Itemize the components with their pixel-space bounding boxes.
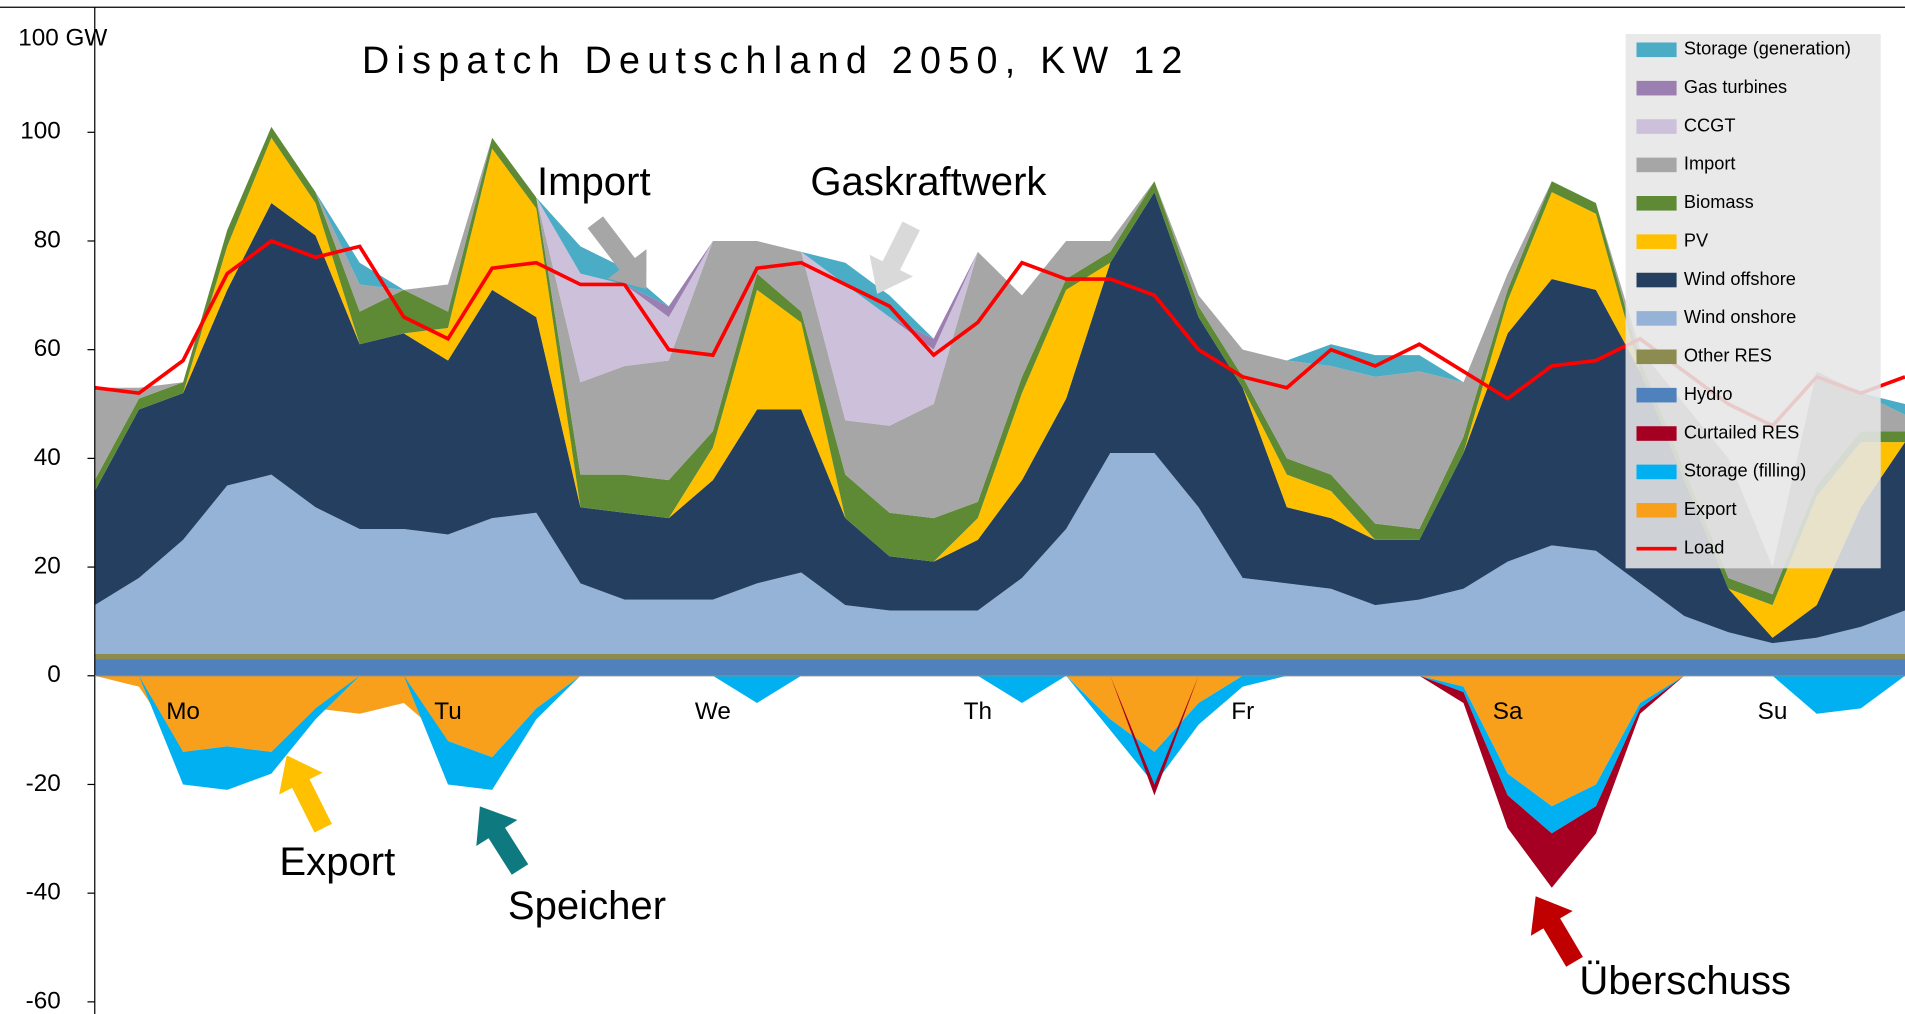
y-tick-label: 0 bbox=[47, 661, 61, 688]
annotation: Export bbox=[279, 840, 395, 884]
area bbox=[94, 675, 1905, 834]
x-tick-label: Mo bbox=[166, 698, 200, 725]
area bbox=[94, 654, 1905, 660]
y-tick-label: -60 bbox=[26, 987, 61, 1014]
x-tick-label: Sa bbox=[1493, 698, 1523, 725]
chart-title: Dispatch Deutschland 2050, KW 12 bbox=[362, 39, 1190, 81]
arrow bbox=[279, 755, 332, 833]
legend-label: Load bbox=[1684, 537, 1725, 557]
area bbox=[94, 192, 1905, 644]
legend-label: Curtailed RES bbox=[1684, 422, 1799, 442]
legend-swatch bbox=[1636, 272, 1677, 288]
line bbox=[94, 238, 1905, 429]
x-tick-label: Tu bbox=[434, 698, 461, 725]
annotation: Import bbox=[537, 160, 651, 204]
y-tick-label: 20 bbox=[34, 552, 61, 579]
y-axis-label: 100 GW bbox=[18, 24, 107, 51]
legend-swatch bbox=[1636, 157, 1677, 173]
legend-box bbox=[1625, 34, 1881, 569]
y-tick-label: 80 bbox=[34, 226, 61, 253]
legend-label: Import bbox=[1684, 154, 1736, 174]
annotation: Speicher bbox=[508, 884, 666, 928]
legend-label: Gas turbines bbox=[1684, 77, 1787, 97]
legend-label: Wind onshore bbox=[1684, 307, 1796, 327]
y-tick-label: 100 bbox=[20, 118, 61, 145]
legend-label: Wind offshore bbox=[1684, 269, 1796, 289]
legend: Storage (generation) Gas turbines CCGT Impo… bbox=[1636, 39, 1851, 557]
legend-label: Other RES bbox=[1684, 346, 1772, 366]
area bbox=[94, 675, 1905, 807]
arrow bbox=[869, 221, 920, 294]
y-tick-label: -20 bbox=[26, 770, 61, 797]
annotations: Import Gaskraftwerk Export Speicher Überschu… bbox=[279, 160, 1791, 1003]
legend-swatch bbox=[1636, 349, 1677, 365]
legend-swatch bbox=[1636, 311, 1677, 326]
y-tick-label: -40 bbox=[26, 879, 61, 906]
area bbox=[94, 137, 1905, 638]
legend-swatch bbox=[1636, 119, 1677, 134]
x-tick-label: Th bbox=[964, 698, 992, 725]
annotation: Überschuss bbox=[1579, 959, 1791, 1003]
legend-swatch bbox=[1636, 42, 1677, 58]
legend-label: Biomass bbox=[1684, 192, 1754, 212]
legend-swatch bbox=[1636, 80, 1677, 96]
legend-label: Storage (filling) bbox=[1684, 461, 1806, 481]
area bbox=[94, 126, 1905, 568]
arrow bbox=[1530, 896, 1583, 967]
x-tick-label: Fr bbox=[1231, 698, 1254, 725]
arrow bbox=[476, 806, 529, 875]
legend-swatch bbox=[1636, 387, 1677, 403]
legend-label: CCGT bbox=[1684, 115, 1736, 135]
legend-swatch bbox=[1636, 464, 1677, 480]
y-tick-label: 60 bbox=[34, 335, 61, 362]
arrow bbox=[587, 216, 647, 290]
legend-swatch bbox=[1636, 234, 1677, 249]
legend-label: Export bbox=[1684, 499, 1737, 519]
x-tick-label: Su bbox=[1758, 698, 1788, 725]
y-tick-label: 40 bbox=[34, 444, 61, 471]
legend-label: PV bbox=[1684, 230, 1709, 250]
annotation: Gaskraftwerk bbox=[810, 160, 1047, 204]
x-tick-label: We bbox=[695, 698, 731, 725]
legend-swatch bbox=[1636, 426, 1677, 441]
plot-area bbox=[94, 126, 1905, 888]
legend-swatch bbox=[1636, 195, 1677, 211]
area bbox=[94, 452, 1905, 655]
legend-swatch bbox=[1636, 502, 1677, 518]
legend-label: Hydro bbox=[1684, 384, 1733, 404]
legend-label: Storage (generation) bbox=[1684, 39, 1851, 59]
area bbox=[94, 126, 1905, 595]
area bbox=[94, 659, 1905, 676]
